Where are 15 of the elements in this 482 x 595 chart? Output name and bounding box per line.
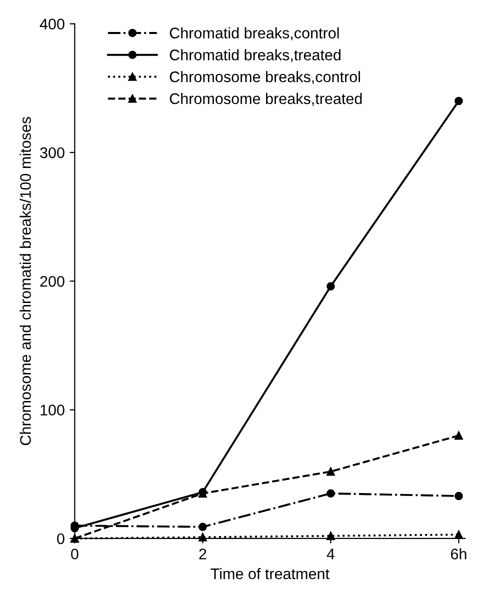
y-axis-title: Chromosome and chromatid breaks/100 mitoses (20, 116, 31, 446)
legend-label: Chromatid breaks,control (170, 27, 339, 40)
x-tick-label: 6h (451, 548, 466, 560)
y-tick-label: 300 (40, 147, 64, 158)
y-tick-label: 400 (40, 18, 64, 30)
legend-label: Chromosome breaks,control (170, 71, 360, 84)
x-tick-label: 0 (71, 548, 78, 560)
x-tick-label: 4 (326, 548, 335, 560)
y-tick-label: 200 (40, 276, 64, 287)
x-tick-label: 2 (199, 548, 206, 560)
x-axis-title: Time of treatment (210, 568, 330, 580)
y-tick-label: 0 (57, 533, 64, 544)
y-tick-label: 100 (40, 404, 64, 416)
legend-label: Chromatid breaks,treated (170, 49, 340, 62)
legend-label: Chromosome breaks,treated (170, 92, 362, 106)
